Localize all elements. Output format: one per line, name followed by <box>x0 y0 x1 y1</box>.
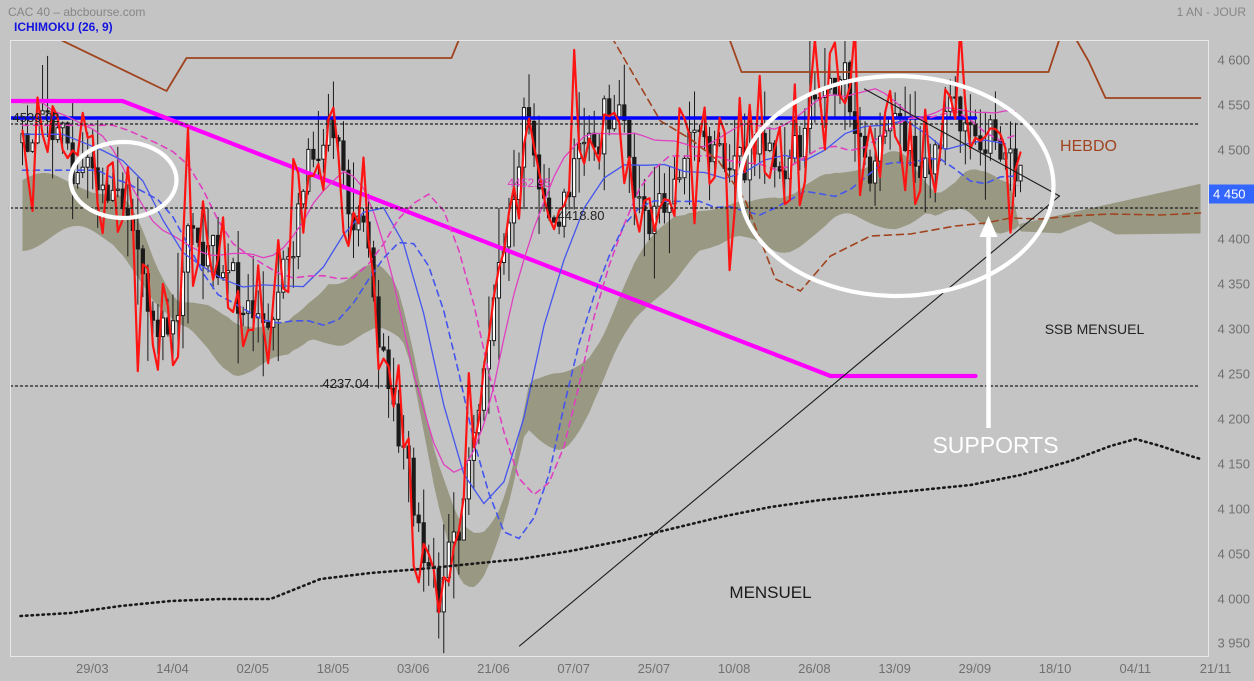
svg-text:SSB MENSUEL: SSB MENSUEL <box>1045 321 1145 337</box>
svg-text:4237.04: 4237.04 <box>323 376 370 391</box>
svg-text:HEBDO: HEBDO <box>1060 138 1117 155</box>
svg-text:4452.95: 4452.95 <box>508 176 552 190</box>
svg-text:4539.02: 4539.02 <box>13 110 60 125</box>
svg-text:4418.80: 4418.80 <box>558 208 605 223</box>
svg-text:SUPPORTS: SUPPORTS <box>932 432 1058 458</box>
svg-text:MENSUEL: MENSUEL <box>729 583 811 602</box>
